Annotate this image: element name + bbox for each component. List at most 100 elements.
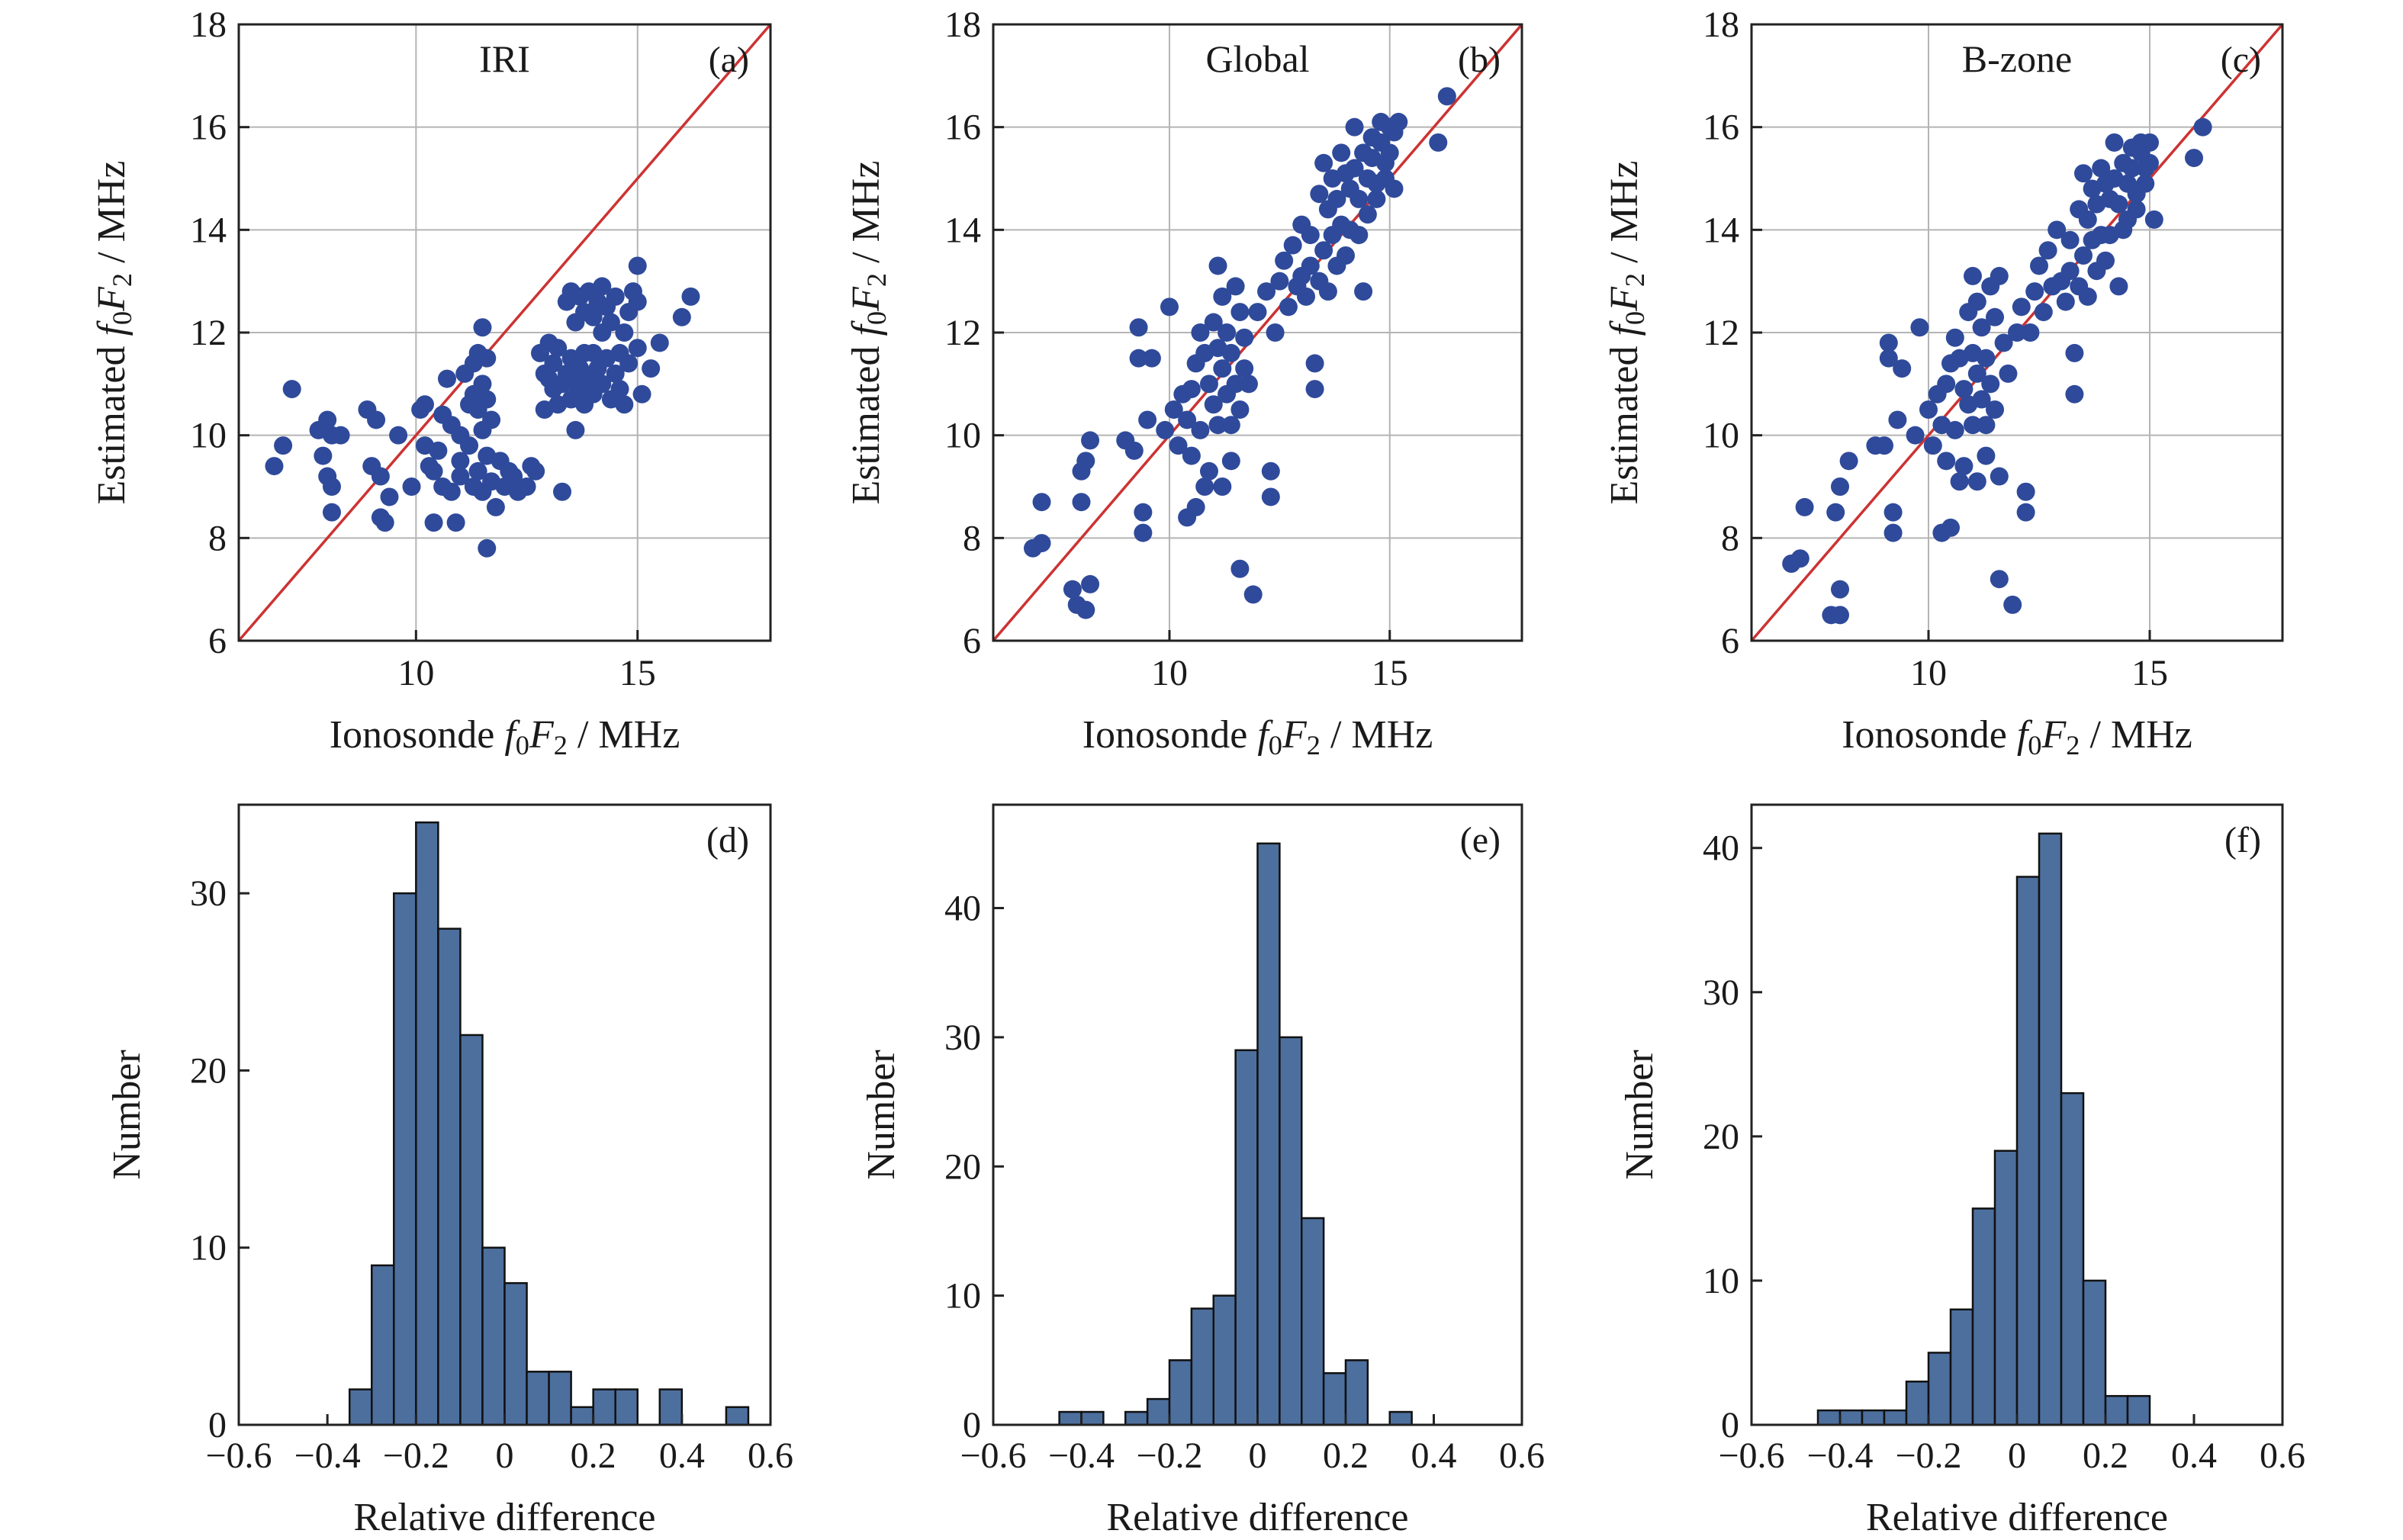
data-point [1191, 420, 1210, 439]
data-point [553, 482, 572, 501]
data-point [1266, 323, 1285, 342]
x-tick-label: 15 [1372, 653, 1408, 693]
data-point [1032, 493, 1051, 512]
data-point [1239, 375, 1258, 394]
data-point [1208, 416, 1227, 435]
data-point [1826, 503, 1845, 522]
data-point [2074, 246, 2093, 265]
data-point [1186, 497, 1205, 516]
identity-line [239, 24, 770, 641]
data-point [322, 477, 341, 496]
data-point [544, 354, 563, 373]
data-point [1923, 436, 1942, 455]
panel-tag: (d) [706, 820, 749, 860]
histogram-bar [570, 1406, 594, 1426]
histogram-bar [548, 1371, 572, 1426]
data-point [1831, 477, 1849, 496]
histogram-bar [1883, 1409, 1908, 1426]
panel-tag: (e) [1460, 820, 1501, 860]
data-point [1081, 431, 1100, 450]
histogram-bar [2060, 1092, 2085, 1426]
data-point [1182, 380, 1201, 399]
data-point [1349, 189, 1369, 208]
data-point [1230, 559, 1250, 578]
scatter-panel-1: 10 15 6 8 10 12 14 16 18 Ionosonde f0F2 / MHz Esti… [90, 5, 772, 760]
y-tick-label: 16 [1703, 108, 1739, 148]
data-point [601, 313, 620, 332]
data-point [1906, 426, 1925, 445]
data-point [1990, 467, 2009, 486]
histogram-bar [1971, 1207, 1996, 1426]
data-point [282, 380, 301, 399]
data-point [2141, 133, 2159, 152]
data-point [2065, 384, 2084, 403]
data-point [1919, 400, 1938, 419]
data-point [1124, 441, 1144, 460]
data-point [1072, 493, 1091, 512]
y-tick-label: 12 [190, 313, 227, 353]
data-point [429, 441, 448, 460]
data-point [1160, 297, 1179, 317]
data-point [1945, 420, 1964, 439]
x-tick-label: 0 [2008, 1436, 2026, 1476]
y-tick-label: 14 [1703, 210, 1739, 250]
data-point [1279, 297, 1298, 317]
data-point [478, 539, 497, 558]
data-point [1964, 266, 1982, 285]
x-tick-label: 0.4 [2171, 1436, 2217, 1476]
panel-tag: (f) [2224, 820, 2261, 860]
data-point [628, 339, 647, 358]
data-point [2025, 282, 2044, 301]
x-tick-label: −0.6 [960, 1436, 1026, 1476]
histogram-bar [1905, 1381, 1930, 1426]
data-point [318, 410, 337, 429]
data-point [593, 277, 612, 296]
histogram-bar [1124, 1410, 1149, 1426]
histogram-bar [1838, 1409, 1864, 1426]
data-point [1380, 143, 1399, 162]
panel-tag: (b) [1458, 40, 1501, 80]
scatter-panel-3: 10 15 6 8 10 12 14 16 18 Ionosonde f0F2 / MHz Esti… [1603, 5, 2284, 760]
histogram-bar [2104, 1394, 2129, 1426]
model-name: B-zone [1962, 37, 2072, 80]
data-point [1318, 282, 1337, 301]
y-axis-label: Number [105, 1050, 149, 1179]
histogram-bar [614, 1388, 639, 1426]
data-point [619, 354, 639, 373]
data-point [424, 461, 443, 481]
data-point [2109, 195, 2128, 214]
data-point [424, 513, 443, 532]
data-point [1977, 446, 1996, 465]
histogram-panel-2: −0.6 −0.4 −0.2 0 0.2 0.4 0.6 0 10 20 30 40 Relative … [860, 803, 1545, 1539]
data-point [1990, 266, 2009, 285]
data-point [1248, 303, 1267, 322]
data-point [1910, 318, 1929, 337]
x-axis-label: Relative difference [1866, 1496, 2168, 1539]
data-points [1782, 117, 2212, 625]
data-point [1337, 246, 1355, 265]
data-point [1795, 497, 1814, 516]
x-tick-label: −0.4 [1806, 1436, 1873, 1476]
data-point [1156, 420, 1175, 439]
model-name: IRI [479, 37, 530, 80]
x-tick-label: 0 [1249, 1436, 1267, 1476]
data-point [1129, 318, 1148, 337]
data-point [1164, 400, 1183, 419]
histogram-bar [1993, 1149, 2019, 1426]
y-tick-label: 40 [1703, 828, 1739, 869]
y-tick-label: 6 [963, 621, 981, 661]
data-point [2193, 117, 2212, 137]
data-point [1305, 354, 1324, 373]
histogram-bar [1168, 1359, 1193, 1426]
data-point [1230, 303, 1250, 322]
data-point [672, 307, 691, 326]
data-point [610, 380, 629, 399]
histogram-bar [2038, 832, 2063, 1426]
x-axis-label: Relative difference [353, 1496, 655, 1539]
data-point [2060, 262, 2080, 281]
data-point [1972, 318, 1991, 337]
y-axis-label: Number [1618, 1050, 1662, 1179]
panel-tag: (a) [709, 40, 749, 80]
data-point [1994, 333, 2013, 352]
data-point [1358, 205, 1377, 224]
